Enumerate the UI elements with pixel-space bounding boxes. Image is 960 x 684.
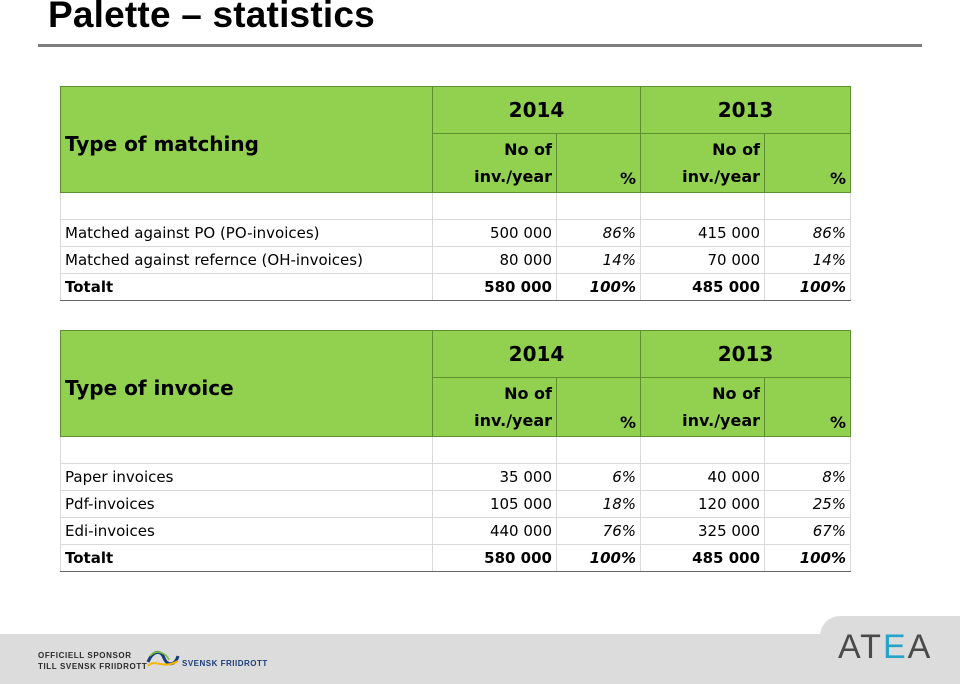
invoice-year-2013: 2013 [640, 330, 852, 378]
noof-line1: No of [504, 384, 552, 403]
noof-line2: inv./year [474, 411, 552, 430]
brand-accent-letter: E [882, 628, 908, 666]
pct-2014: 76% [555, 517, 642, 545]
pct-2013: 25% [764, 490, 852, 518]
invoice-noof-header-2014: No of inv./year [432, 377, 557, 437]
svensk-friidrott-logo-icon [146, 651, 180, 667]
value-2013: 485 000 [640, 544, 766, 572]
footer-tab [820, 616, 960, 636]
noof-line2: inv./year [474, 167, 552, 186]
value-2013: 120 000 [640, 490, 766, 518]
noof-line2: inv./year [682, 167, 761, 186]
total-row: Totalt 580 000 100% 485 000 100% [60, 544, 852, 572]
table-row: Matched against refernce (OH-invoices) 8… [60, 246, 852, 274]
pct-2013: 100% [764, 273, 852, 301]
matching-year-2014: 2014 [431, 86, 642, 134]
pct-2013: 14% [764, 246, 852, 274]
pct-2014: 86% [555, 219, 642, 247]
row-label: Edi-invoices [60, 517, 433, 545]
value-2014: 440 000 [432, 517, 557, 545]
table-row: Matched against PO (PO-invoices) 500 000… [60, 219, 852, 247]
sponsor-line1: OFFICIELL SPONSOR [38, 651, 132, 660]
pct-2013: 67% [764, 517, 852, 545]
sponsor-text: OFFICIELL SPONSOR TILL SVENSK FRIIDROTT [38, 650, 147, 672]
pct-2013: 86% [764, 219, 852, 247]
row-label: Totalt [60, 544, 433, 572]
noof-line1: No of [712, 140, 761, 159]
table-row: Edi-invoices 440 000 76% 325 000 67% [60, 517, 852, 545]
value-2014: 105 000 [432, 490, 557, 518]
page-title: Palette – statistics [48, 0, 375, 35]
atea-logo: ATEA [838, 628, 932, 667]
invoice-pct-header-2013: % [764, 377, 852, 437]
row-label: Paper invoices [60, 463, 433, 491]
row-label: Matched against PO (PO-invoices) [60, 219, 433, 247]
pct-2014: 14% [555, 246, 642, 274]
matching-noof-header-2014: No of inv./year [432, 133, 557, 193]
noof-line1: No of [712, 384, 761, 403]
title-divider [38, 44, 922, 47]
total-row: Totalt 580 000 100% 485 000 100% [60, 273, 852, 301]
invoice-pct-header-2014: % [555, 377, 642, 437]
invoice-noof-header-2013: No of inv./year [640, 377, 766, 437]
value-2014: 500 000 [432, 219, 557, 247]
brand-part3: A [907, 628, 933, 666]
matching-year-2013: 2013 [640, 86, 852, 134]
sponsor-line2: TILL SVENSK FRIIDROTT [38, 662, 148, 671]
blank-row [60, 192, 852, 220]
matching-type-label: Type of matching [60, 86, 433, 193]
invoice-table: Type of invoice 2014 2013 No of inv./year… [60, 330, 852, 572]
footer-bar [0, 634, 960, 684]
value-2013: 70 000 [640, 246, 766, 274]
pct-2014: 100% [555, 273, 642, 301]
value-2013: 40 000 [640, 463, 766, 491]
pct-2014: 18% [555, 490, 642, 518]
value-2014: 80 000 [432, 246, 557, 274]
value-2013: 415 000 [640, 219, 766, 247]
value-2013: 485 000 [640, 273, 766, 301]
matching-pct-header-2014: % [555, 133, 642, 193]
row-label: Totalt [60, 273, 433, 301]
matching-pct-header-2013: % [764, 133, 852, 193]
value-2013: 325 000 [640, 517, 766, 545]
noof-line1: No of [504, 140, 552, 159]
table-row: Paper invoices 35 000 6% 40 000 8% [60, 463, 852, 491]
row-label: Pdf-invoices [60, 490, 433, 518]
blank-row [60, 436, 852, 464]
matching-noof-header-2013: No of inv./year [640, 133, 766, 193]
pct-2013: 8% [764, 463, 852, 491]
table-row: Pdf-invoices 105 000 18% 120 000 25% [60, 490, 852, 518]
invoice-year-2014: 2014 [431, 330, 642, 378]
matching-table: Type of matching 2014 2013 No of inv./yea… [60, 86, 852, 301]
row-label: Matched against refernce (OH-invoices) [60, 246, 433, 274]
sponsor-name: SVENSK FRIIDROTT [182, 659, 268, 668]
value-2014: 35 000 [432, 463, 557, 491]
brand-part1: AT [838, 628, 883, 666]
value-2014: 580 000 [432, 273, 557, 301]
invoice-type-label: Type of invoice [60, 330, 433, 437]
pct-2014: 6% [555, 463, 642, 491]
pct-2013: 100% [764, 544, 852, 572]
value-2014: 580 000 [432, 544, 557, 572]
pct-2014: 100% [555, 544, 642, 572]
noof-line2: inv./year [682, 411, 761, 430]
